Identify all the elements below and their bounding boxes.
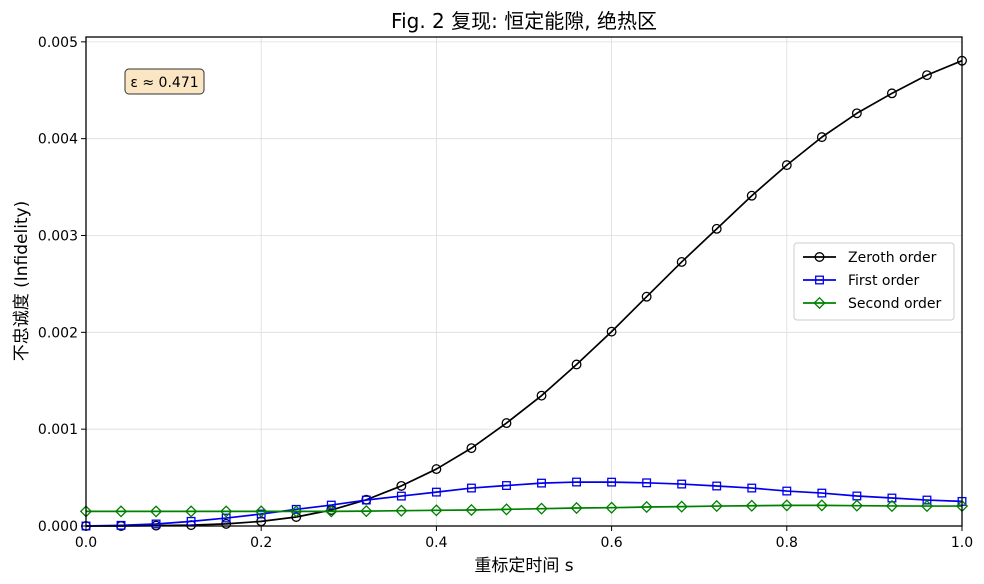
- x-axis-label: 重标定时间 s: [474, 556, 573, 576]
- y-tick-label: 0.003: [38, 229, 78, 245]
- data-point-zeroth-order: [536, 390, 547, 401]
- x-tick-label: 0.2: [250, 535, 272, 551]
- data-point-first-order: [326, 500, 336, 510]
- data-point-second-order: [745, 499, 758, 512]
- data-point-zeroth-order: [431, 464, 442, 475]
- data-point-zeroth-order: [396, 480, 407, 491]
- data-point-second-order: [360, 504, 373, 518]
- data-point-first-order: [186, 516, 196, 526]
- data-point-first-order: [887, 493, 897, 503]
- x-tick-label: 1.0: [951, 535, 973, 551]
- data-point-zeroth-order: [922, 70, 932, 81]
- data-point-second-order: [535, 502, 548, 515]
- data-point-zeroth-order: [781, 160, 792, 171]
- y-tick-label: 0.002: [38, 325, 78, 341]
- data-point-zeroth-order: [816, 132, 827, 143]
- data-point-zeroth-order: [221, 518, 232, 529]
- data-point-first-order: [396, 491, 406, 501]
- data-point-zeroth-order: [746, 190, 757, 201]
- axis-ticks: 0.0 0.2 0.4 0.6 0.8 1.0 0.000 0.001 0.002 0.003 0.…: [38, 35, 973, 551]
- data-point-first-order: [221, 513, 231, 523]
- data-point-first-order: [642, 478, 652, 488]
- legend-label-second-order: Second order: [848, 296, 942, 312]
- data-point-second-order: [885, 499, 899, 513]
- data-point-zeroth-order: [571, 359, 582, 370]
- y-tick-label: 0.005: [38, 35, 78, 51]
- legend-label-zeroth-order: Zeroth order: [848, 250, 937, 266]
- x-tick-label: 0.6: [600, 535, 622, 551]
- data-point-first-order: [116, 520, 126, 530]
- data-point-second-order: [850, 499, 863, 512]
- data-point-second-order: [114, 505, 128, 518]
- data-point-first-order: [782, 486, 792, 496]
- data-point-second-order: [815, 499, 828, 512]
- series-line-zeroth-order: [86, 59, 963, 527]
- data-point-first-order: [677, 479, 687, 489]
- legend-marker-first-order: [815, 275, 824, 285]
- data-point-second-order: [920, 499, 934, 513]
- data-point-first-order: [151, 519, 161, 529]
- data-point-zeroth-order: [676, 256, 687, 267]
- y-tick-label: 0.000: [38, 519, 78, 535]
- data-point-zeroth-order: [606, 326, 617, 337]
- plot-frame: [85, 36, 963, 527]
- annotation-text: ε ≈ 0.471: [130, 75, 198, 91]
- x-tick-label: 0.0: [75, 535, 97, 551]
- data-point-first-order: [256, 509, 266, 519]
- data-point-first-order: [466, 483, 476, 493]
- legend-marker-second-order: [813, 296, 826, 310]
- data-point-first-order: [747, 483, 757, 493]
- data-point-second-order: [710, 499, 723, 513]
- data-point-first-order: [537, 478, 546, 488]
- annotation-background: [124, 68, 205, 95]
- legend-label-first-order: First order: [848, 273, 919, 289]
- data-point-second-order: [605, 501, 618, 514]
- annotation-box: ε ≈ 0.471: [124, 68, 205, 95]
- data-point-zeroth-order: [501, 418, 512, 429]
- data-point-second-order: [640, 500, 653, 514]
- x-tick-label: 0.8: [776, 535, 798, 551]
- series-layer: [79, 55, 969, 531]
- data-point-second-order: [500, 503, 513, 516]
- data-point-zeroth-order: [711, 223, 722, 234]
- data-point-second-order: [675, 500, 688, 513]
- y-axis-label: 不忠诚度 (Infidelity): [12, 201, 32, 362]
- data-point-second-order: [780, 499, 793, 512]
- series-second-order: [79, 499, 969, 518]
- data-point-second-order: [325, 505, 338, 518]
- data-point-second-order: [430, 504, 443, 517]
- legend: Zeroth order First order Second order: [793, 242, 955, 321]
- data-point-second-order: [149, 505, 163, 518]
- data-point-second-order: [465, 503, 478, 517]
- series-line-first-order: [85, 481, 963, 527]
- y-tick-label: 0.001: [38, 422, 78, 438]
- data-point-first-order: [922, 495, 932, 505]
- data-point-zeroth-order: [886, 88, 897, 99]
- y-tick-label: 0.004: [38, 132, 78, 148]
- legend-marker-zeroth-order: [814, 252, 825, 262]
- data-point-second-order: [395, 504, 408, 517]
- data-point-second-order: [220, 505, 233, 518]
- data-point-first-order: [572, 477, 582, 487]
- data-point-second-order: [255, 505, 268, 518]
- data-point-first-order: [607, 477, 617, 487]
- data-point-first-order: [817, 488, 827, 498]
- data-point-zeroth-order: [851, 108, 862, 119]
- data-point-first-order: [712, 481, 722, 491]
- data-point-first-order: [431, 487, 441, 497]
- data-point-first-order: [502, 481, 511, 490]
- data-point-first-order: [361, 495, 371, 505]
- chart-title: Fig. 2 复现: 恒定能隙, 绝热区: [391, 9, 657, 33]
- data-point-second-order: [290, 505, 303, 518]
- data-point-zeroth-order: [641, 291, 652, 302]
- x-tick-label: 0.4: [425, 535, 447, 551]
- data-point-second-order: [185, 505, 198, 518]
- legend-box: [793, 242, 955, 321]
- data-point-zeroth-order: [466, 443, 477, 454]
- data-point-second-order: [570, 501, 583, 515]
